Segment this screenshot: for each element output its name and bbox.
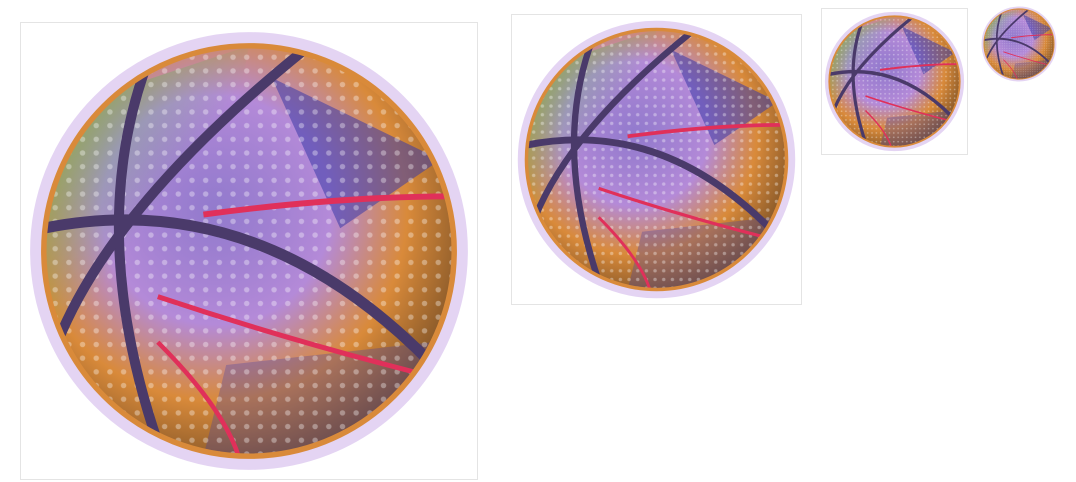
- basketball-thumbnail-large[interactable]: [20, 22, 478, 480]
- basketball-thumbnail-medium[interactable]: [511, 14, 802, 305]
- basketball-image: [517, 20, 796, 299]
- basketball-thumbnail-small[interactable]: [821, 8, 968, 155]
- basketball-thumbnail-tiny[interactable]: [979, 4, 1059, 84]
- basketball-image: [824, 11, 965, 152]
- basketball-image: [981, 6, 1057, 82]
- basketball-image: [30, 32, 468, 470]
